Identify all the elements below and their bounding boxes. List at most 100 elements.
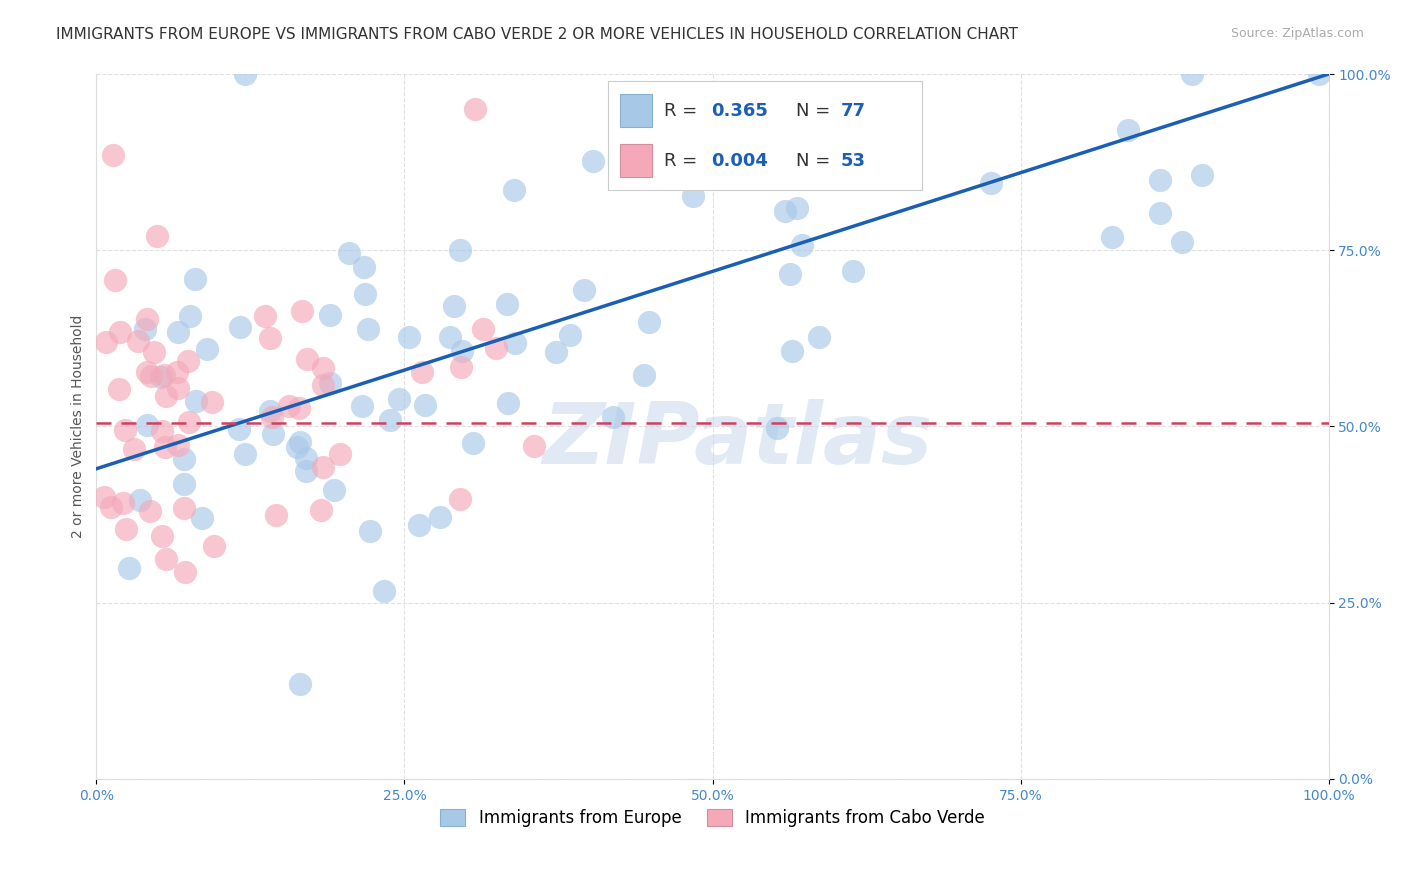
Point [204, 539, 226, 553]
Point [150, 529, 173, 543]
Point [142, 345, 165, 359]
Point [150, 424, 173, 438]
Point [312, 360, 335, 375]
Point [378, 413, 401, 427]
Point [633, 368, 655, 383]
Point [155, 389, 177, 403]
Point [319, 376, 342, 390]
Point [290, 677, 312, 691]
Point [177, 354, 200, 368]
Point [1101, 229, 1123, 244]
Point [233, 67, 256, 81]
Point [312, 460, 335, 475]
Point [149, 370, 172, 384]
Point [1191, 169, 1213, 183]
Point [136, 312, 159, 326]
Point [309, 503, 332, 517]
Point [167, 438, 190, 452]
Point [128, 492, 150, 507]
Point [439, 330, 461, 344]
Point [450, 344, 472, 359]
Point [786, 202, 808, 216]
Point [177, 415, 200, 429]
Point [291, 304, 314, 318]
Point [980, 176, 1002, 190]
Point [146, 228, 169, 243]
Point [866, 161, 889, 176]
Point [266, 508, 288, 523]
Point [484, 341, 506, 355]
Point [114, 423, 136, 437]
Point [373, 583, 395, 598]
Point [93, 491, 115, 505]
Point [112, 496, 135, 510]
Point [398, 330, 420, 344]
Point [153, 440, 176, 454]
Point [359, 524, 381, 538]
Point [107, 382, 129, 396]
Text: Source: ZipAtlas.com: Source: ZipAtlas.com [1230, 27, 1364, 40]
Point [353, 260, 375, 274]
Point [582, 153, 605, 168]
Point [602, 409, 624, 424]
Point [574, 283, 596, 297]
Point [100, 500, 122, 514]
Point [254, 309, 277, 323]
Point [411, 365, 433, 379]
Point [295, 464, 318, 478]
Point [179, 309, 201, 323]
Point [700, 116, 723, 130]
Point [449, 243, 471, 257]
Point [450, 359, 472, 374]
Point [502, 183, 524, 197]
Point [173, 452, 195, 467]
Point [766, 420, 789, 434]
Point [166, 381, 188, 395]
Point [388, 392, 411, 406]
Point [775, 204, 797, 219]
Point [201, 394, 224, 409]
Point [496, 396, 519, 410]
Point [101, 147, 124, 161]
Point [191, 511, 214, 525]
Point [443, 299, 465, 313]
Point [173, 500, 195, 515]
Point [195, 342, 218, 356]
Point [505, 335, 527, 350]
Point [544, 345, 567, 359]
Point [141, 369, 163, 384]
Point [413, 398, 436, 412]
Point [471, 322, 494, 336]
Point [782, 343, 804, 358]
Point [104, 272, 127, 286]
Point [354, 287, 377, 301]
Point [166, 365, 188, 379]
Point [496, 297, 519, 311]
Point [350, 399, 373, 413]
Point [297, 351, 319, 366]
Text: ZIPatlas: ZIPatlas [543, 399, 932, 482]
Point [408, 518, 430, 533]
Point [115, 522, 138, 536]
Point [311, 378, 333, 392]
Point [357, 322, 380, 336]
Point [1149, 173, 1171, 187]
Point [463, 436, 485, 450]
Point [288, 435, 311, 450]
Point [682, 189, 704, 203]
Point [725, 111, 748, 125]
Point [464, 102, 486, 116]
Point [118, 561, 141, 575]
Point [288, 401, 311, 415]
Point [228, 422, 250, 436]
Point [329, 447, 352, 461]
Point [127, 334, 149, 349]
Point [285, 440, 308, 454]
Point [174, 566, 197, 580]
Point [807, 330, 830, 344]
Point [259, 331, 281, 345]
Point [323, 483, 346, 497]
Point [184, 272, 207, 286]
Point [136, 418, 159, 433]
Point [637, 315, 659, 329]
